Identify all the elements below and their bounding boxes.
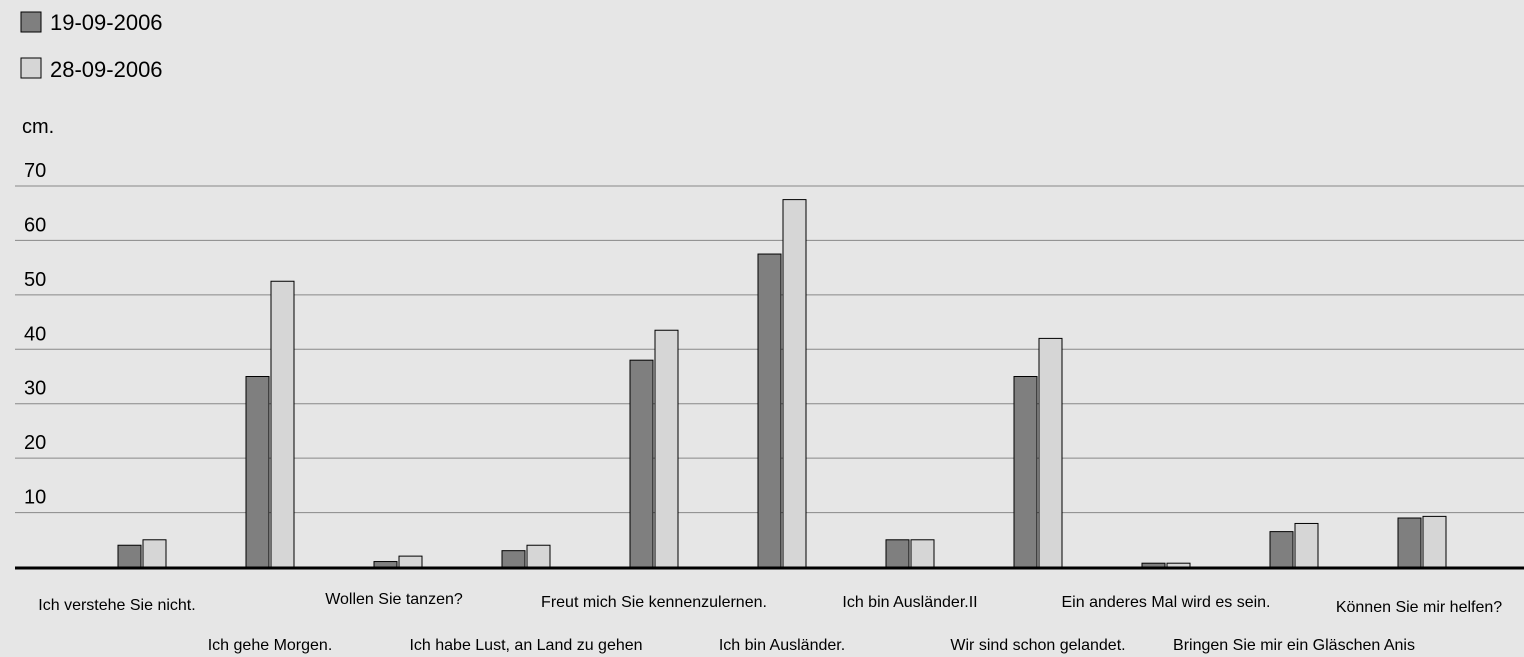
y-tick-label: 50	[24, 269, 46, 291]
x-category-label: Freut mich Sie kennenzulernen.	[541, 594, 767, 611]
bar-series-1-2	[373, 561, 398, 568]
bar-series-1-7	[1013, 376, 1038, 568]
bar-series-2-3	[526, 544, 551, 568]
x-category-label: Ich habe Lust, an Land zu gehen	[409, 637, 642, 654]
bar-series-1-8	[1141, 562, 1166, 568]
legend: 19-09-2006 28-09-2006	[20, 10, 163, 82]
x-category-label: Wir sind schon gelandet.	[950, 637, 1125, 654]
y-axis-unit-label: cm.	[22, 116, 54, 138]
x-category-label: Ein anderes Mal wird es sein.	[1062, 594, 1271, 611]
y-tick-label: 40	[24, 323, 46, 345]
bar-series-1-5	[757, 253, 782, 568]
legend-label-series-1: 19-09-2006	[50, 10, 163, 35]
y-tick-label: 10	[24, 487, 46, 509]
x-category-label: Ich verstehe Sie nicht.	[38, 597, 195, 614]
y-tick-label: 70	[24, 160, 46, 182]
bar-series-2-9	[1294, 522, 1319, 568]
bar-series-2-1	[270, 280, 295, 568]
bar-series-2-7	[1038, 337, 1063, 568]
bar-series-2-8	[1166, 562, 1191, 568]
bar-series-1-9	[1269, 531, 1294, 568]
bar-series-1-4	[629, 359, 654, 568]
bar-series-1-1	[245, 376, 270, 568]
y-axis-ticks: 10 20 30 40 50 60 70	[24, 160, 46, 509]
x-category-label: Ich gehe Morgen.	[208, 637, 333, 654]
x-category-label: Ich bin Ausländer.	[719, 637, 845, 654]
x-category-label: Wollen Sie tanzen?	[325, 591, 463, 608]
bar-series-1-3	[501, 550, 526, 568]
legend-swatch-series-1	[20, 11, 42, 33]
bar-series-1-0	[117, 544, 142, 568]
bar-series-1-6	[885, 539, 910, 568]
bar-series-2-6	[910, 539, 935, 568]
bar-series-2-0	[142, 539, 167, 568]
bar-series-2-2	[398, 555, 423, 568]
y-tick-label: 20	[24, 432, 46, 454]
y-tick-label: 60	[24, 214, 46, 236]
bars	[117, 199, 1447, 568]
bar-series-2-4	[654, 329, 679, 568]
legend-swatch-series-2	[20, 57, 42, 79]
x-axis-labels: Ich verstehe Sie nicht. Ich gehe Morgen. W…	[38, 591, 1502, 654]
bar-series-1-10	[1397, 517, 1422, 568]
bar-series-2-10	[1422, 515, 1447, 568]
y-tick-label: 30	[24, 378, 46, 400]
x-category-label: Können Sie mir helfen?	[1336, 599, 1502, 616]
bar-series-2-5	[782, 199, 807, 568]
legend-label-series-2: 28-09-2006	[50, 57, 163, 82]
x-category-label: Ich bin Ausländer.II	[842, 594, 977, 611]
x-category-label: Bringen Sie mir ein Gläschen Anis	[1173, 637, 1415, 654]
